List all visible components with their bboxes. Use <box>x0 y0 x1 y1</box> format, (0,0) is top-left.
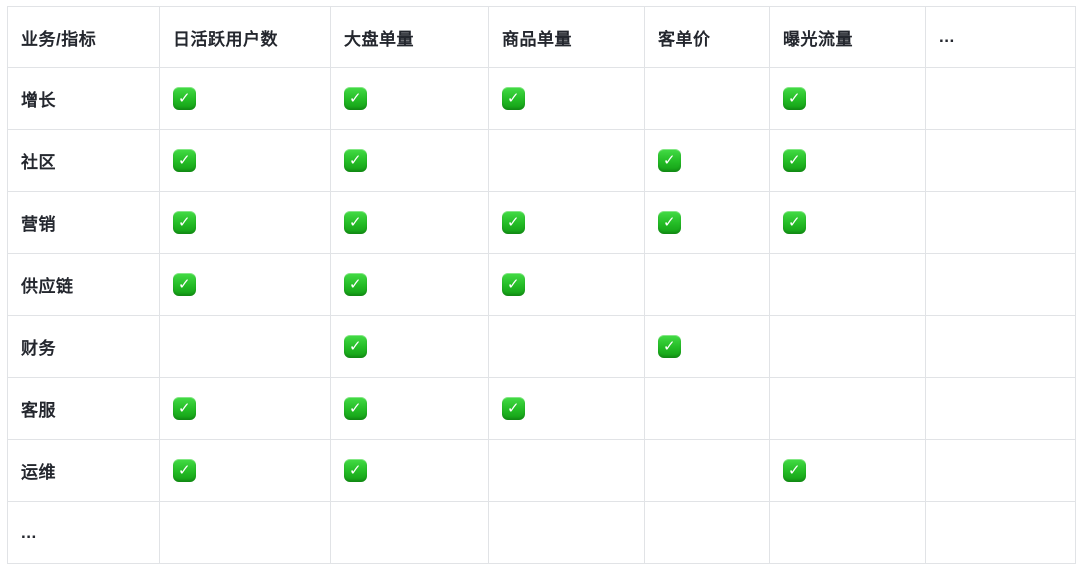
table-row: 运维 ✓ ✓ ✓ <box>7 439 1076 502</box>
check-icon: ✓ <box>173 273 196 296</box>
table-cell <box>644 253 770 316</box>
table-cell: ✓ <box>769 67 926 130</box>
row-label-cell: 营销 <box>7 191 160 254</box>
table-cell: ✓ <box>330 253 489 316</box>
check-icon: ✓ <box>344 211 367 234</box>
table-cell: ✓ <box>644 129 770 192</box>
row-label-cell: 增长 <box>7 67 160 130</box>
table-cell: ✓ <box>330 377 489 440</box>
table-cell <box>925 501 1076 564</box>
table-cell <box>925 377 1076 440</box>
row-label-cell: 客服 <box>7 377 160 440</box>
table-cell: ✓ <box>159 129 331 192</box>
table-row: 增长 ✓ ✓ ✓ ✓ <box>7 67 1076 130</box>
table-cell: ✓ <box>488 191 645 254</box>
business-metrics-table: 业务/指标 日活跃用户数 大盘单量 商品单量 客单价 曝光流量... 增长 ✓ ✓ ✓ ✓ 社区 ✓… <box>7 6 1076 564</box>
table-cell <box>330 501 489 564</box>
table-row: 供应链 ✓ ✓ ✓ <box>7 253 1076 316</box>
check-icon: ✓ <box>344 87 367 110</box>
table-cell: ✓ <box>769 191 926 254</box>
check-icon: ✓ <box>173 397 196 420</box>
header-row: 业务/指标 日活跃用户数 大盘单量 商品单量 客单价 曝光流量... <box>7 6 1076 68</box>
table-cell: ✓ <box>488 67 645 130</box>
corner-header-cell: 业务/指标 <box>7 6 160 68</box>
check-icon: ✓ <box>502 87 525 110</box>
table-cell: ✓ <box>488 253 645 316</box>
table-cell <box>488 501 645 564</box>
column-header-cell: ... <box>925 6 1076 68</box>
table-cell <box>769 501 926 564</box>
check-icon: ✓ <box>502 273 525 296</box>
check-icon: ✓ <box>502 397 525 420</box>
table-cell <box>925 191 1076 254</box>
table-cell: ✓ <box>644 315 770 378</box>
check-icon: ✓ <box>783 459 806 482</box>
table-cell <box>159 315 331 378</box>
row-label-cell: 供应链 <box>7 253 160 316</box>
table-cell <box>644 377 770 440</box>
check-icon: ✓ <box>783 211 806 234</box>
table-row: 客服 ✓ ✓ ✓ <box>7 377 1076 440</box>
table-cell <box>925 67 1076 130</box>
table-cell: ✓ <box>769 129 926 192</box>
table-cell: ✓ <box>330 439 489 502</box>
column-header-cell: 日活跃用户数 <box>159 6 331 68</box>
check-icon: ✓ <box>783 87 806 110</box>
table-row: 社区 ✓ ✓ ✓ ✓ <box>7 129 1076 192</box>
column-header-cell: 大盘单量 <box>330 6 489 68</box>
column-header-cell: 曝光流量 <box>769 6 926 68</box>
table-cell <box>644 439 770 502</box>
row-label-cell: 社区 <box>7 129 160 192</box>
table-cell: ✓ <box>330 67 489 130</box>
check-icon: ✓ <box>344 459 367 482</box>
table-cell <box>488 129 645 192</box>
check-icon: ✓ <box>502 211 525 234</box>
check-icon: ✓ <box>173 211 196 234</box>
table-row: 财务 ✓ ✓ <box>7 315 1076 378</box>
check-icon: ✓ <box>344 335 367 358</box>
table-row: ... <box>7 501 1076 564</box>
check-icon: ✓ <box>173 87 196 110</box>
check-icon: ✓ <box>783 149 806 172</box>
table-cell: ✓ <box>159 191 331 254</box>
table-cell: ✓ <box>159 439 331 502</box>
table-cell <box>488 439 645 502</box>
table-cell <box>925 315 1076 378</box>
table-row: 营销 ✓ ✓ ✓ ✓ ✓ <box>7 191 1076 254</box>
table-cell <box>488 315 645 378</box>
table-cell: ✓ <box>159 67 331 130</box>
column-header-cell: 商品单量 <box>488 6 645 68</box>
check-icon: ✓ <box>344 273 367 296</box>
table-cell <box>925 439 1076 502</box>
table-cell <box>644 67 770 130</box>
table-cell: ✓ <box>159 377 331 440</box>
check-icon: ✓ <box>658 211 681 234</box>
table-cell <box>769 377 926 440</box>
row-label-cell: ... <box>7 501 160 564</box>
check-icon: ✓ <box>344 149 367 172</box>
table-cell <box>925 129 1076 192</box>
table-cell: ✓ <box>159 253 331 316</box>
check-icon: ✓ <box>658 335 681 358</box>
table-cell <box>769 253 926 316</box>
table-cell <box>644 501 770 564</box>
check-icon: ✓ <box>173 149 196 172</box>
table-cell: ✓ <box>330 315 489 378</box>
row-label-cell: 财务 <box>7 315 160 378</box>
table-cell: ✓ <box>644 191 770 254</box>
table-cell: ✓ <box>769 439 926 502</box>
table-cell: ✓ <box>488 377 645 440</box>
table-cell <box>769 315 926 378</box>
check-icon: ✓ <box>344 397 367 420</box>
table-cell <box>159 501 331 564</box>
table-cell: ✓ <box>330 129 489 192</box>
check-icon: ✓ <box>658 149 681 172</box>
table-cell: ✓ <box>330 191 489 254</box>
row-label-cell: 运维 <box>7 439 160 502</box>
check-icon: ✓ <box>173 459 196 482</box>
column-header-cell: 客单价 <box>644 6 770 68</box>
table-cell <box>925 253 1076 316</box>
